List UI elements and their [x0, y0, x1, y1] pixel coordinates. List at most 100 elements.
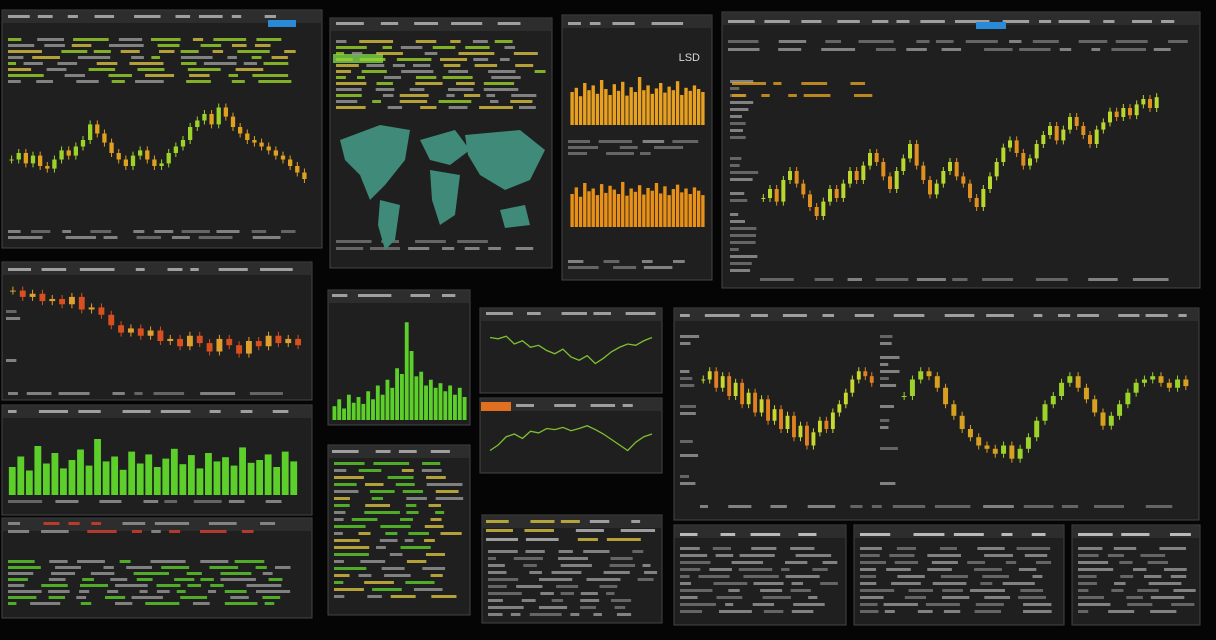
bar	[642, 90, 646, 125]
bar	[77, 449, 84, 495]
candle	[941, 171, 946, 184]
bar	[34, 446, 42, 495]
text-line	[570, 613, 580, 616]
text-line	[750, 533, 781, 536]
text-line	[880, 356, 900, 359]
bar	[659, 193, 663, 227]
bar	[625, 195, 629, 227]
candle	[1025, 437, 1031, 449]
text-line	[336, 247, 364, 250]
text-line	[400, 46, 423, 49]
text-line	[700, 505, 709, 508]
text-line	[90, 230, 112, 233]
text-line	[577, 538, 598, 541]
text-line	[1178, 314, 1187, 317]
candle	[707, 371, 712, 380]
text-line	[525, 538, 559, 541]
candle	[1134, 104, 1139, 116]
candle	[740, 382, 745, 405]
text-line	[698, 575, 730, 578]
text-line	[150, 38, 181, 41]
bar	[675, 184, 680, 227]
text-line	[575, 529, 604, 532]
text-line	[192, 38, 204, 41]
text-line	[1016, 547, 1051, 550]
bar	[414, 376, 419, 420]
text-line	[334, 532, 343, 535]
text-line	[730, 227, 757, 230]
text-line	[977, 547, 1005, 550]
candle	[1108, 415, 1114, 426]
text-line	[78, 410, 101, 413]
candle	[1041, 135, 1046, 144]
text-line	[336, 40, 347, 43]
text-line	[488, 599, 503, 602]
candle	[909, 379, 915, 396]
text-line	[529, 571, 542, 574]
text-line	[77, 560, 105, 563]
text-line	[590, 404, 616, 407]
text-line	[606, 152, 634, 155]
candle	[1088, 135, 1092, 144]
text-line	[192, 602, 210, 605]
candle	[186, 335, 193, 347]
text-line	[145, 74, 175, 77]
bar	[688, 194, 692, 227]
text-line	[451, 22, 483, 25]
candle	[830, 412, 835, 429]
text-line	[80, 602, 92, 605]
candle	[226, 338, 233, 346]
text-line	[939, 547, 957, 550]
text-line	[560, 592, 574, 595]
candle	[1054, 126, 1059, 141]
text-line	[399, 94, 429, 97]
text-line	[730, 164, 740, 167]
text-line	[603, 571, 630, 574]
text-line	[375, 88, 395, 91]
candle	[901, 158, 906, 171]
bar	[119, 469, 127, 495]
text-line	[788, 94, 797, 97]
text-line	[673, 260, 685, 263]
text-line	[8, 560, 35, 563]
text-line	[26, 392, 52, 395]
bar	[633, 92, 638, 125]
candle	[779, 409, 783, 429]
bar	[419, 371, 424, 420]
candle	[701, 379, 706, 381]
bar	[281, 451, 289, 495]
candle	[19, 290, 26, 297]
text-line	[400, 546, 431, 549]
text-line	[785, 575, 820, 578]
text-line	[216, 230, 240, 233]
text-line	[256, 38, 282, 41]
text-line	[334, 546, 370, 549]
text-line	[619, 146, 638, 149]
text-line	[228, 500, 245, 503]
text-line	[334, 490, 359, 493]
text-line	[1078, 554, 1099, 557]
candle	[95, 124, 100, 134]
bar	[616, 194, 621, 227]
text-line	[382, 94, 394, 97]
candle	[792, 415, 796, 438]
bar	[247, 462, 255, 495]
candle	[39, 293, 46, 302]
text-line	[413, 588, 443, 591]
text-line	[529, 613, 562, 616]
text-line	[153, 392, 185, 395]
text-line	[713, 582, 748, 585]
text-line	[432, 46, 456, 49]
text-line	[64, 74, 85, 77]
text-line	[255, 566, 267, 569]
candle	[157, 330, 164, 341]
candle	[984, 445, 990, 449]
candle	[1101, 122, 1106, 130]
candle	[147, 330, 154, 336]
text-line	[860, 610, 879, 613]
text-line	[680, 589, 713, 592]
text-line	[90, 572, 115, 575]
bar	[145, 454, 153, 495]
bar	[60, 468, 67, 495]
text-line	[1120, 575, 1134, 578]
